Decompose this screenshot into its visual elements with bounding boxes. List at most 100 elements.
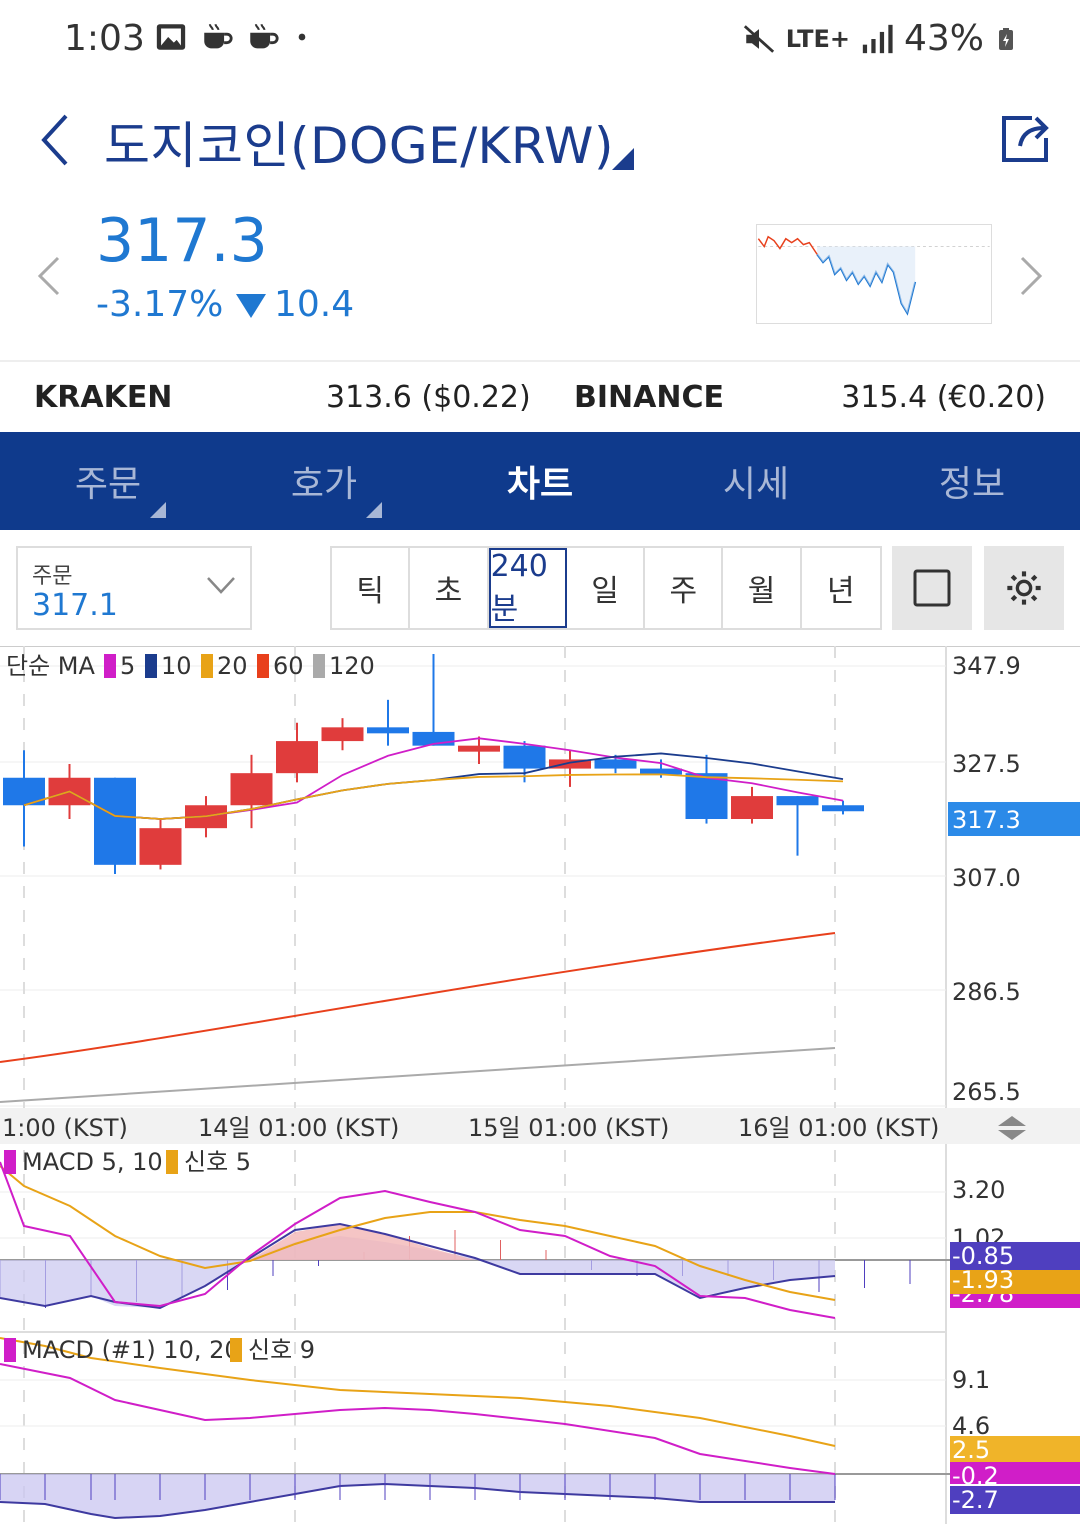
current-price: 317.3 [96,206,268,276]
x-axis-strip [0,1108,1080,1144]
change-percent: -3.17% [96,284,224,325]
y-tick-label: 307.0 [952,864,1021,892]
exchange-prices: KRAKEN 313.6 ($0.22) BINANCE 315.4 (€0.2… [0,360,1080,432]
chevron-down-icon [207,577,235,594]
tab-info[interactable]: 정보 [864,432,1080,530]
tab-order[interactable]: 주문 [0,432,216,530]
legend-swatch [104,654,116,678]
image-icon [156,24,186,50]
period-240min[interactable]: 240분 [488,548,567,628]
app-header: 도지코인(DOGE/KRW) [0,90,1080,200]
macd2-line [0,1363,836,1475]
legend-swatch [313,654,325,678]
tab-order-label: 주문 [74,464,142,505]
x-tick-label: 16일 01:00 (KST) [738,1114,939,1142]
chevron-right-icon[interactable] [1016,254,1046,298]
settings-button[interactable] [984,546,1064,630]
legend-label: 5 [120,652,135,680]
candle-body [139,828,182,865]
legend-swatch [4,1150,16,1174]
coffee-icon [204,24,233,49]
candle-body [367,727,409,734]
y-tick-label: 327.5 [952,750,1021,778]
period-tick[interactable]: 틱 [332,548,411,628]
dropdown-caret-icon [366,502,382,518]
order-select-label: 주문 [32,564,73,589]
legend-label: 120 [329,652,375,680]
price-chart[interactable]: 347.9 327.5 307.0 286.5 265.5 단순 MA 5 10 20 60 120… [0,646,1080,1524]
square-icon [913,569,951,607]
price-summary: 317.3 -3.17% 10.4 [0,200,1080,358]
macd2-signal-line [0,1337,836,1447]
period-week[interactable]: 주 [645,548,724,628]
macd1-line [0,1161,836,1319]
chevron-left-icon[interactable] [34,254,64,298]
x-tick-label: 1:00 (KST) [2,1114,128,1142]
ma60-line [0,932,836,1063]
tab-chart-label: 차트 [506,464,574,505]
binance-price: 315.4 (€0.20) [841,380,1046,415]
y-tick-label: 286.5 [952,978,1021,1006]
tab-orderbook[interactable]: 호가 [216,432,432,530]
order-select-value: 317.1 [32,588,118,623]
legend-swatch [201,654,213,678]
resize-handle-icon [998,1116,1026,1140]
fullscreen-button[interactable] [892,546,972,630]
y-tick-label: 347.9 [952,652,1021,680]
tab-market[interactable]: 시세 [648,432,864,530]
current-price-label: 317.3 [952,806,1021,834]
period-selector: 틱 초 240분 일 주 월 년 [330,546,882,630]
order-price-select[interactable]: 주문 317.1 [16,546,252,630]
candle-body [549,759,591,769]
ma20-line [23,773,844,820]
candle-body [594,759,637,769]
candle-body [94,777,136,865]
signal-icon [862,24,893,53]
kraken-price: 313.6 ($0.22) [326,380,531,415]
value-tag-label: -1.93 [952,1266,1014,1294]
value-tag-label: -0.2 [952,1462,999,1490]
status-bar: 1:03 LTE+ 43% [0,0,1080,78]
legend-label: 20 [217,652,248,680]
page-title[interactable]: 도지코인(DOGE/KRW) [104,117,614,175]
share-icon[interactable] [998,110,1054,166]
value-tag-label: 2.5 [952,1436,990,1464]
period-month[interactable]: 월 [723,548,802,628]
period-second[interactable]: 초 [410,548,489,628]
candle-body [640,768,682,775]
mute-icon [743,24,774,53]
period-day[interactable]: 일 [567,548,646,628]
kraken-label: KRAKEN [34,380,173,415]
value-tag [950,1242,1080,1270]
legend-label: MACD 5, 10 [22,1148,163,1176]
candle-body [776,796,819,806]
candle-body [458,745,500,752]
value-tag [950,1266,1080,1294]
candle-body [276,741,318,774]
legend-swatch [257,654,269,678]
y-tick-label: 3.20 [952,1176,1005,1204]
battery-icon [999,27,1013,50]
candle-body [230,773,273,806]
binance-label: BINANCE [574,380,724,415]
main-tabs: 주문 호가 차트 시세 정보 [0,432,1080,530]
tab-market-label: 시세 [722,464,790,505]
mini-price-chart[interactable] [756,224,992,324]
candle-body [822,805,864,812]
dropdown-caret-icon[interactable] [612,148,634,170]
candle-body [731,796,773,819]
candle-body [503,745,546,769]
battery-percent: 43% [903,18,984,59]
value-tag [950,1486,1080,1514]
macd2-hist-area [0,1474,835,1518]
macd2-hist-line [0,1482,835,1520]
status-time: 1:03 [64,18,145,59]
network-type: LTE+ [785,24,850,53]
tab-chart[interactable]: 차트 [432,432,648,530]
period-year[interactable]: 년 [827,574,855,609]
candle-body [685,773,728,819]
legend-swatch [230,1338,242,1362]
back-arrow-icon[interactable] [36,110,80,170]
gear-icon [1007,571,1041,605]
macd-hist-positive-area [250,1224,475,1260]
